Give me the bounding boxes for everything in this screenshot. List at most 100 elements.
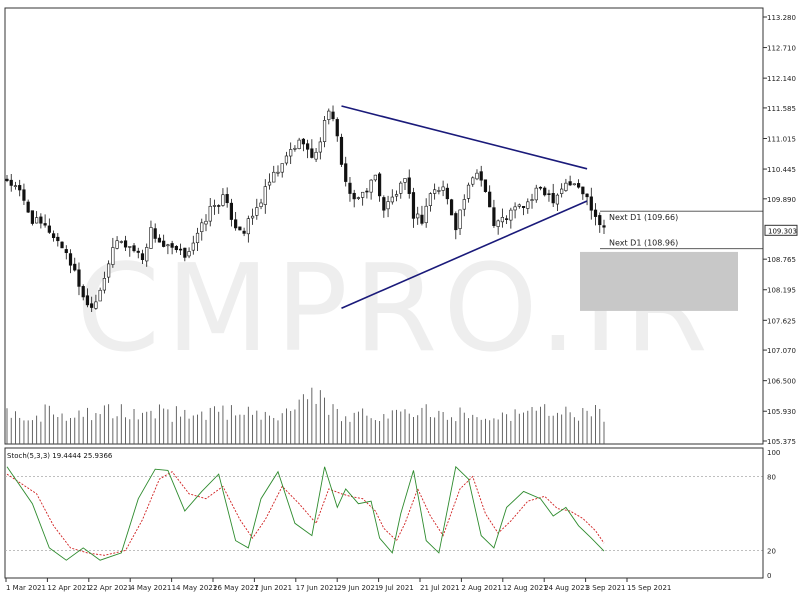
candle-body (246, 218, 250, 235)
target-zone (580, 251, 738, 311)
candle-body (259, 202, 263, 207)
price-tick-label: 111.015 (767, 135, 796, 143)
candle-body (284, 155, 289, 164)
candle-body (564, 182, 568, 191)
candle-body (221, 194, 225, 206)
candle-body (289, 149, 293, 157)
candle-body (162, 240, 166, 247)
date-label: 22 Apr 2021 (89, 584, 132, 592)
stoch-main-line (6, 465, 605, 561)
candle-body (234, 219, 238, 229)
candle-body (377, 173, 382, 197)
candle-body (191, 242, 195, 251)
stoch-level-label: 20 (767, 547, 776, 555)
date-label: 17 Jun 2021 (296, 584, 338, 592)
candle-body (449, 199, 454, 216)
volume-bars (6, 387, 605, 444)
stoch-level-label: 100 (767, 449, 780, 457)
candle-body (77, 269, 81, 287)
stoch-signal-line (6, 471, 605, 556)
candle-body (356, 197, 361, 199)
candle-body (229, 202, 234, 220)
date-label: 14 May 2021 (172, 584, 218, 592)
stoch-label: Stoch(5,3,3) 19.4444 25.9366 (7, 452, 113, 460)
next-levels: Next D1 (109.66) Next D1 (108.96) (600, 210, 763, 250)
candle-body (238, 226, 242, 231)
candle-body (263, 186, 267, 205)
candle-body (560, 188, 564, 194)
stoch-level-label: 80 (767, 474, 776, 482)
candle-body (598, 215, 602, 226)
candle-body (390, 196, 394, 203)
candle-body (242, 230, 246, 234)
candle-body (276, 171, 280, 174)
candle-body (437, 190, 441, 192)
candle-body (73, 263, 77, 271)
price-axis: 113.280 112.710 112.140 111.585 111.015 110.4… (762, 8, 798, 446)
candle-body (441, 186, 445, 191)
candle-body (538, 186, 543, 189)
candle-body (585, 193, 589, 198)
candle-body (56, 236, 60, 242)
candle-body (225, 194, 229, 204)
candle-body (475, 172, 479, 180)
candle-body (555, 194, 560, 205)
candle-body (543, 187, 547, 196)
candle-body (178, 248, 183, 251)
candle-body (403, 178, 407, 183)
price-tick-label: 110.445 (767, 166, 796, 174)
candle-body (517, 204, 521, 207)
candle-body (310, 148, 314, 158)
candle-body (488, 191, 492, 208)
candle-body (60, 241, 64, 249)
candle-body (22, 189, 26, 201)
candles (5, 105, 606, 313)
date-label: 3 Sep 2021 (586, 584, 626, 592)
candle-body (352, 192, 356, 200)
triangle-trendlines (341, 105, 588, 309)
price-tick-label: 109.890 (767, 196, 796, 204)
candle-body (51, 233, 56, 239)
candle-body (428, 193, 433, 206)
candle-body (513, 206, 517, 211)
candle-body (301, 138, 305, 145)
candle-body (119, 241, 123, 243)
candle-body (509, 209, 513, 221)
candle-body (593, 209, 598, 217)
date-label: 26 May 2021 (213, 584, 259, 592)
candle-body (471, 177, 475, 185)
candle-body (107, 263, 111, 278)
candle-body (217, 205, 221, 207)
candle-body (153, 228, 157, 239)
candle-body (280, 163, 284, 173)
candle-body (5, 178, 9, 181)
candle-body (361, 191, 365, 198)
gray-zone-layer (580, 251, 738, 311)
candle-body (157, 237, 162, 243)
candle-body (208, 205, 212, 222)
stochastic-pane: 100 80 20 0 (5, 448, 780, 580)
candle-body (576, 183, 581, 188)
candle-body (30, 210, 35, 224)
candle-body (26, 201, 30, 213)
candle-body (581, 186, 585, 195)
candle-body (39, 216, 43, 224)
candle-body (424, 205, 428, 224)
candle-body (572, 183, 576, 186)
candle-body (416, 213, 420, 219)
current-price-box (764, 224, 798, 236)
candle-body (420, 214, 424, 224)
candle-body (568, 181, 572, 186)
candle-body (64, 249, 68, 254)
candle-body (505, 218, 509, 220)
candle-body (479, 171, 483, 181)
candle-body (492, 207, 496, 226)
candle-body (314, 151, 318, 160)
candle-body (454, 213, 458, 231)
candle-body (318, 141, 322, 153)
candle-body (394, 194, 399, 197)
candle-body (365, 190, 369, 193)
candle-body (166, 244, 170, 247)
candle-body (344, 163, 348, 182)
candle-body (132, 245, 136, 252)
